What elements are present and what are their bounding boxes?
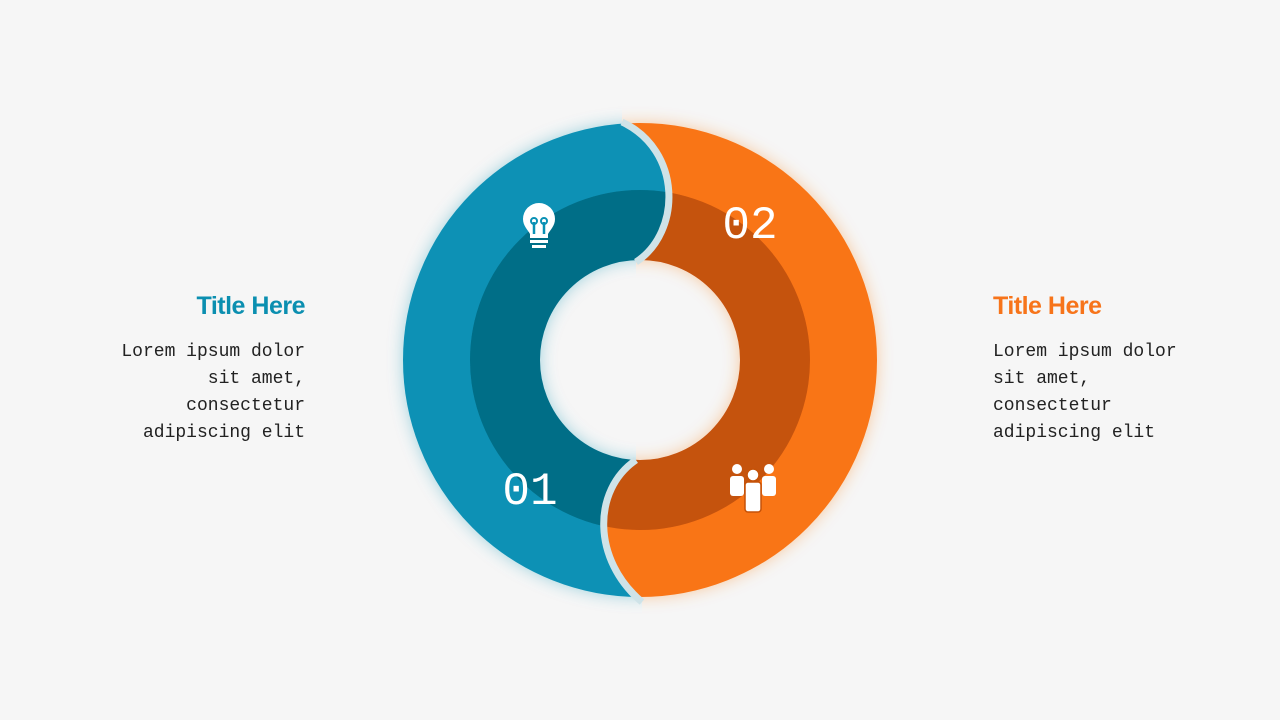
step-number: 01 bbox=[502, 466, 557, 518]
text-block: Title Here Lorem ipsum dolor sit amet, c… bbox=[105, 292, 305, 447]
block-text: Lorem ipsum dolor sit amet, consectetur … bbox=[993, 342, 1177, 443]
lightbulb-icon bbox=[523, 203, 555, 248]
team-icon bbox=[730, 464, 776, 513]
block-text: Lorem ipsum dolor sit amet, consectetur … bbox=[121, 342, 305, 443]
text-block: Title Here Lorem ipsum dolor sit amet, c… bbox=[993, 292, 1193, 447]
block-title: Title Here bbox=[993, 292, 1102, 320]
step-number: 02 bbox=[722, 200, 777, 252]
seam bbox=[600, 118, 673, 605]
block-title: Title Here bbox=[196, 292, 306, 320]
